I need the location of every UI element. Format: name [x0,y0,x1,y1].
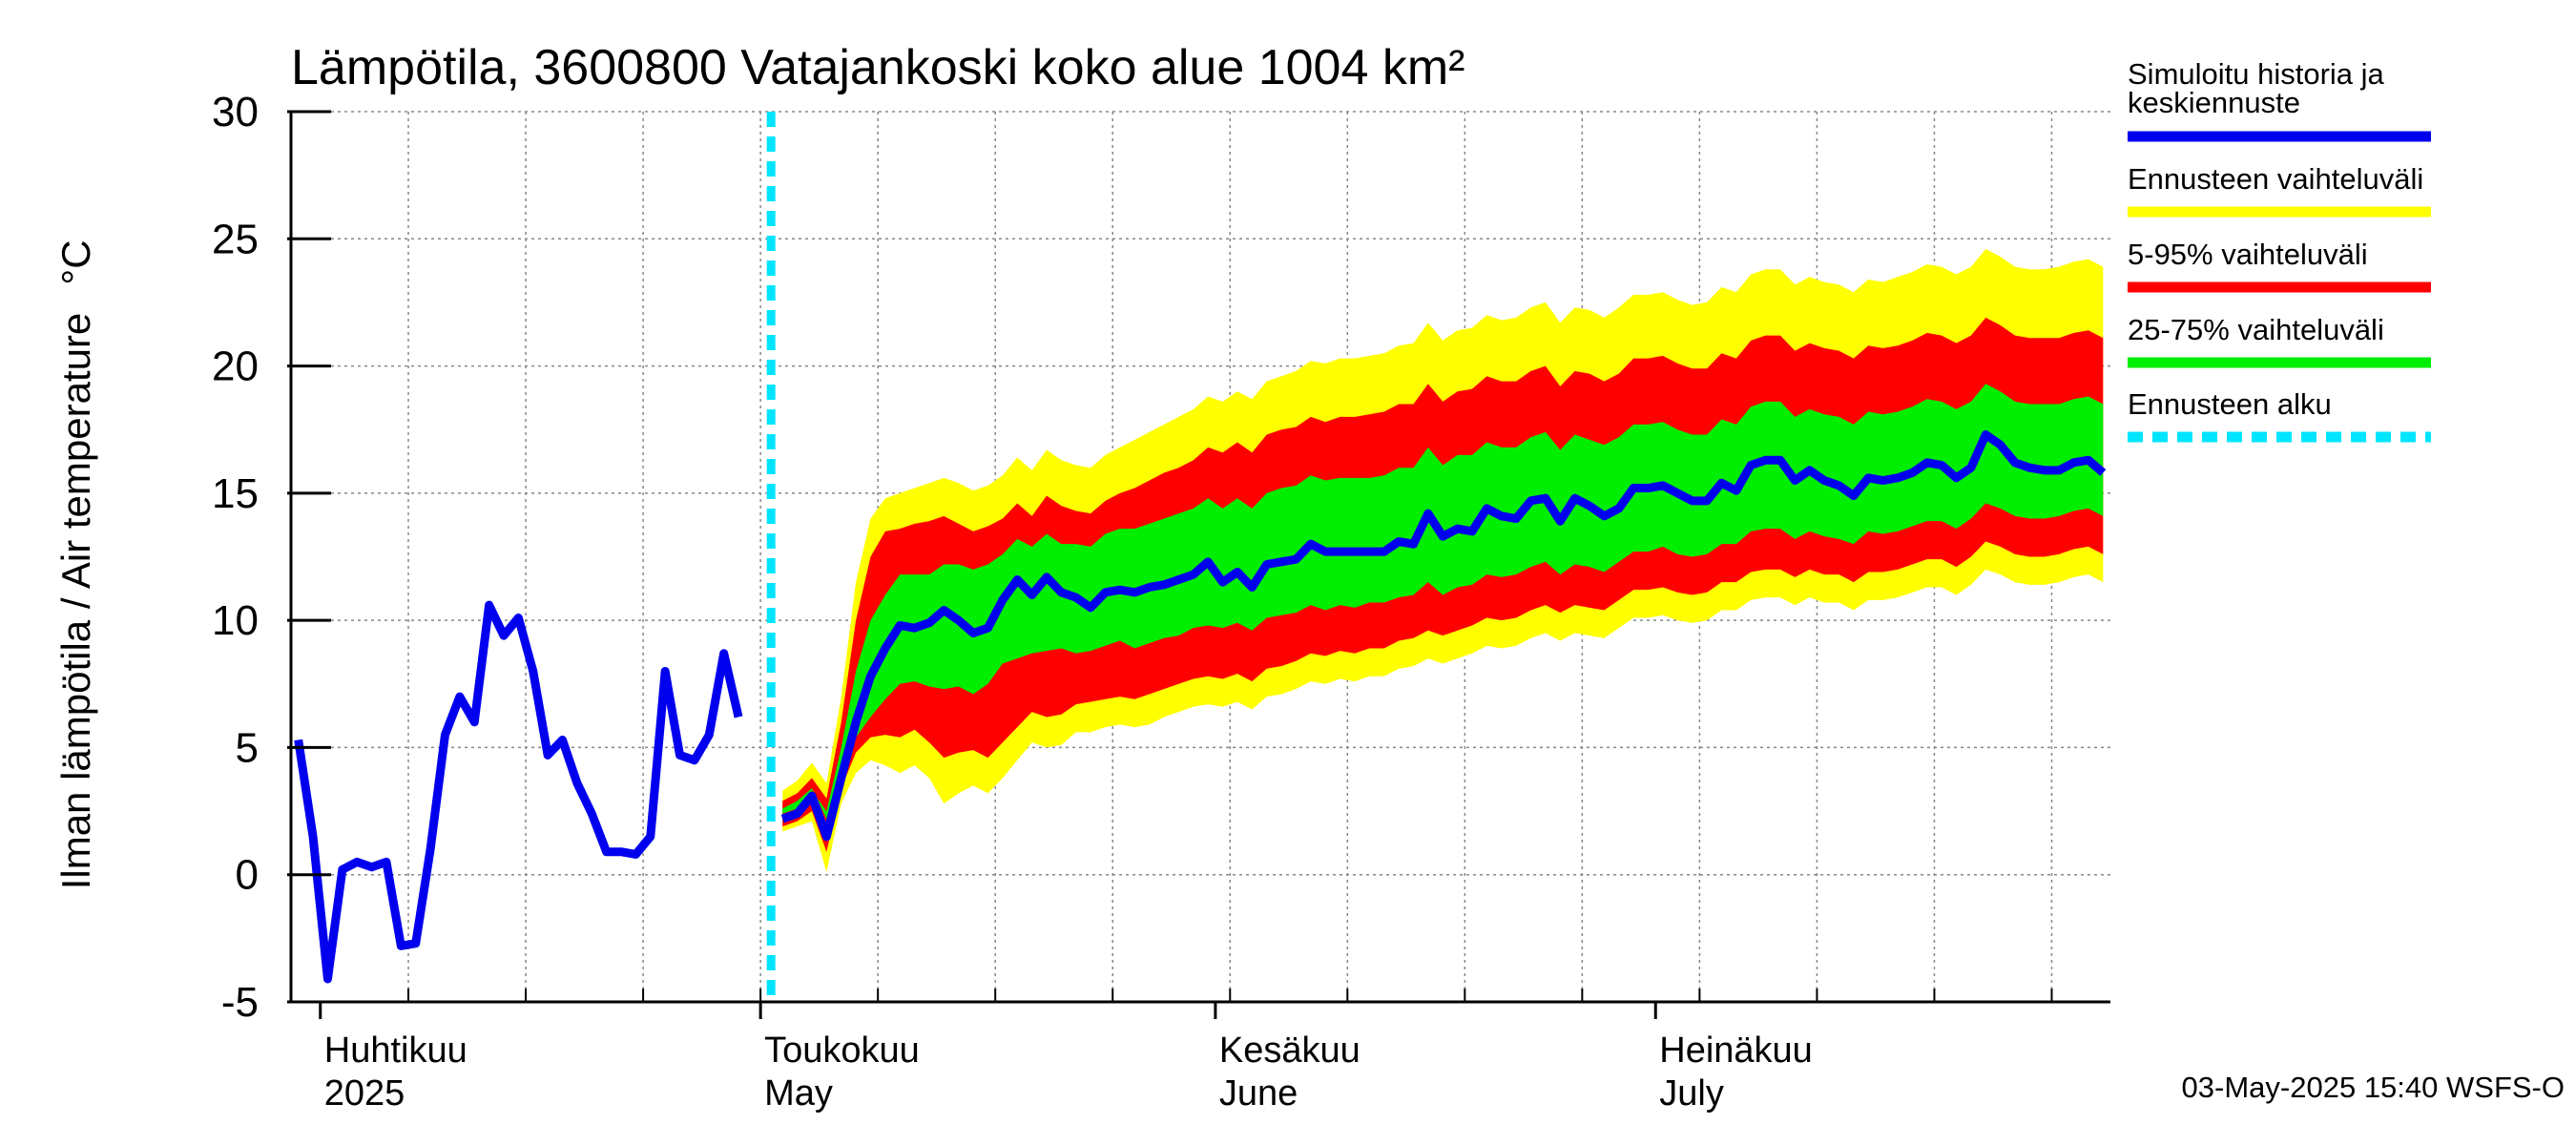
month-label-en: 2025 [324,1073,405,1114]
month-label-fi: Kesäkuu [1219,1030,1361,1071]
legend-label: Ennusteen vaihteluväli [2128,162,2423,196]
month-label-fi: Huhtikuu [324,1030,467,1071]
y-tick-label: 20 [212,344,259,390]
y-axis-unit: °C [53,239,98,284]
y-tick-label: 30 [212,89,259,135]
y-tick-label: 25 [212,216,259,262]
legend-label-line2: keskiennuste [2128,86,2300,119]
y-axis-label: Ilman lämpötila / Air temperature [53,313,98,890]
legend-label: 5-95% vaihteluväli [2128,238,2368,271]
y-tick-label: 10 [212,597,259,644]
plot-area [290,111,2110,1003]
median-forecast-line [780,430,2107,842]
month-label-en: June [1219,1073,1298,1114]
y-tick-label: 0 [236,852,259,899]
legend-label: Simuloitu historia ja [2128,57,2385,91]
history-line [294,600,743,984]
p25-75-band [782,384,2104,820]
month-label-en: July [1659,1073,1724,1114]
month-label-fi: Toukokuu [764,1030,920,1071]
y-axis-label-text: Ilman lämpötila / Air temperature [53,313,98,890]
legend-label: Ennusteen alku [2128,387,2332,421]
chart-title: Lämpötila, 3600800 Vatajankoski koko alu… [291,40,1465,95]
y-axis-unit-text: °C [53,239,98,284]
timestamp: 03-May-2025 15:40 WSFS-O [2182,1071,2565,1104]
axes: -5051015202530Huhtikuu2025ToukokuuMayKes… [212,89,2110,1114]
month-label-fi: Heinäkuu [1659,1030,1813,1071]
legend-label: 25-75% vaihteluväli [2128,313,2384,346]
y-tick-label: -5 [221,979,259,1026]
y-tick-label: 15 [212,470,259,517]
month-label-en: May [764,1073,833,1114]
y-tick-label: 5 [236,724,259,771]
